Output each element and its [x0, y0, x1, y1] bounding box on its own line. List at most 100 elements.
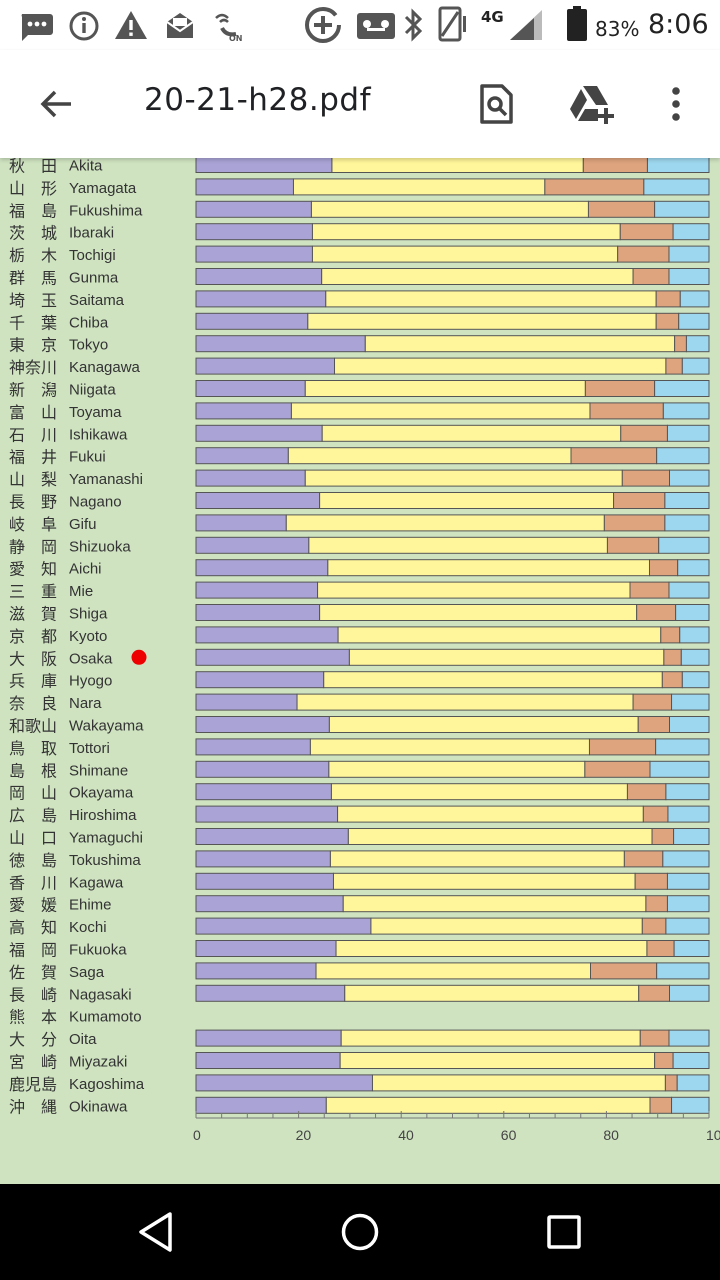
category-label-jp: 静 岡 [9, 537, 57, 556]
nav-home-button[interactable] [326, 1198, 394, 1266]
more-vert-icon [672, 87, 680, 121]
bar-segment [649, 760, 710, 778]
category-label-en: Fukushima [69, 202, 143, 219]
chart-row-kanagawa: 神奈川 Kanagawa [9, 357, 710, 377]
messages-icon [21, 14, 53, 41]
bar-segment [195, 536, 310, 554]
bar-segment [666, 424, 710, 442]
category-label-en: Kagoshima [69, 1076, 145, 1093]
category-label-jp: 宮 崎 [9, 1053, 57, 1072]
clock-time: 8:06 [648, 9, 709, 40]
chart-row-aichi: 愛 知 Aichi [9, 559, 710, 579]
bar-segment [309, 738, 590, 756]
bar-segment [588, 738, 657, 756]
chart-row-kagoshima: 鹿児島 Kagoshima [9, 1074, 710, 1094]
x-tick-label: 100% [706, 1127, 720, 1143]
bar-segment [195, 984, 346, 1002]
find-in-document-button[interactable] [462, 70, 530, 138]
category-label-jp: 鳥 取 [9, 739, 57, 758]
category-label-en: Kyoto [69, 628, 107, 645]
category-label-jp: 島 根 [9, 761, 57, 780]
bar-segment [642, 805, 669, 823]
stacked-bar-chart: 秋 田 Akita 山 形 Yamagata 福 島 Fukushima 茨 城 Ibarak… [9, 158, 720, 1143]
bar-segment [663, 648, 682, 666]
bar-segment [347, 828, 653, 845]
category-label-jp: 香 川 [9, 873, 57, 892]
category-label-jp: 和歌山 [9, 717, 57, 736]
chart-row-mie: 三 重 Mie [9, 581, 710, 601]
bar-segment [646, 158, 710, 173]
bar-segment [587, 200, 656, 218]
bar-segment [619, 223, 674, 241]
chart-row-yamagata: 山 形 Yamagata [9, 178, 710, 198]
bar-segment [195, 1074, 373, 1092]
bar-segment [570, 447, 658, 465]
bar-segment [195, 424, 323, 442]
chart-row-yamaguchi: 山 口 Yamaguchi [9, 828, 710, 848]
chart-row-miyazaki: 宮 崎 Miyazaki [9, 1052, 710, 1072]
chart-row-osaka: 大 阪 Osaka [9, 648, 710, 668]
chart-row-shiga: 滋 賀 Shiga [9, 604, 710, 624]
category-label-en: Ehime [69, 897, 112, 914]
category-label-en: Yamanashi [69, 471, 143, 488]
category-label-jp: 滋 賀 [9, 605, 57, 624]
bar-segment [195, 604, 321, 621]
nav-back-button[interactable] [122, 1198, 190, 1266]
bar-segment [195, 940, 337, 957]
bar-segment [334, 357, 667, 375]
category-label-en: Saitama [69, 292, 125, 309]
bar-segment [634, 872, 668, 890]
bar-segment [195, 671, 325, 689]
bar-segment [664, 1074, 678, 1092]
more-options-button[interactable] [642, 70, 710, 138]
bar-segment [195, 783, 332, 801]
pdf-page[interactable]: 秋 田 Akita 山 形 Yamagata 福 島 Fukushima 茨 城 Ibarak… [0, 158, 720, 1184]
bar-segment [673, 940, 710, 957]
mail-icon [166, 13, 194, 38]
bar-segment [317, 581, 631, 599]
chart-row-chiba: 千 葉 Chiba [9, 312, 710, 332]
battery-percent: 83% [595, 17, 640, 41]
add-to-drive-button[interactable] [558, 70, 626, 138]
back-button[interactable] [22, 70, 90, 138]
chart-row-wakayama: 和歌山 Wakayama [9, 716, 710, 736]
category-label-en: Akita [69, 158, 103, 175]
bar-segment [674, 335, 687, 353]
nav-recents-button[interactable] [530, 1198, 598, 1266]
bar-segment [304, 469, 623, 487]
category-label-jp: 福 岡 [9, 941, 57, 960]
category-label-jp: 愛 媛 [9, 896, 57, 915]
bar-segment [325, 290, 657, 308]
x-tick-label: 40 [398, 1127, 414, 1143]
category-label-en: Wakayama [69, 718, 144, 735]
chart-row-fukui: 福 井 Fukui [9, 447, 710, 467]
category-label-en: Ishikawa [69, 426, 128, 443]
bar-segment [629, 581, 670, 599]
bar-segment [321, 268, 634, 285]
bar-segment [319, 492, 615, 509]
category-label-en: Aichi [69, 561, 102, 578]
bar-segment [678, 312, 710, 330]
category-label-en: Tokushima [69, 852, 141, 869]
bar-segment [315, 962, 591, 980]
bar-segment [658, 536, 710, 554]
bar-segment [195, 223, 313, 241]
bar-segment [651, 828, 675, 845]
x-tick-label: 60 [501, 1127, 517, 1143]
data-saver-icon [305, 7, 341, 43]
category-label-jp: 京 都 [9, 627, 57, 646]
chart-row-nara: 奈 良 Nara [9, 693, 710, 713]
category-label-jp: 鹿児島 [9, 1075, 57, 1094]
category-label-en: Tokyo [69, 337, 108, 354]
bar-segment [584, 380, 656, 397]
bar-segment [673, 828, 710, 845]
highlight-marker [131, 649, 147, 665]
category-label-en: Gifu [69, 516, 97, 533]
category-label-jp: 佐 賀 [9, 963, 57, 982]
bar-segment [195, 581, 319, 599]
category-label-en: Shimane [69, 762, 128, 779]
bar-segment [677, 559, 710, 577]
category-label-jp: 岐 阜 [9, 515, 57, 534]
bar-segment [655, 290, 681, 308]
x-tick-label: 80 [603, 1127, 619, 1143]
